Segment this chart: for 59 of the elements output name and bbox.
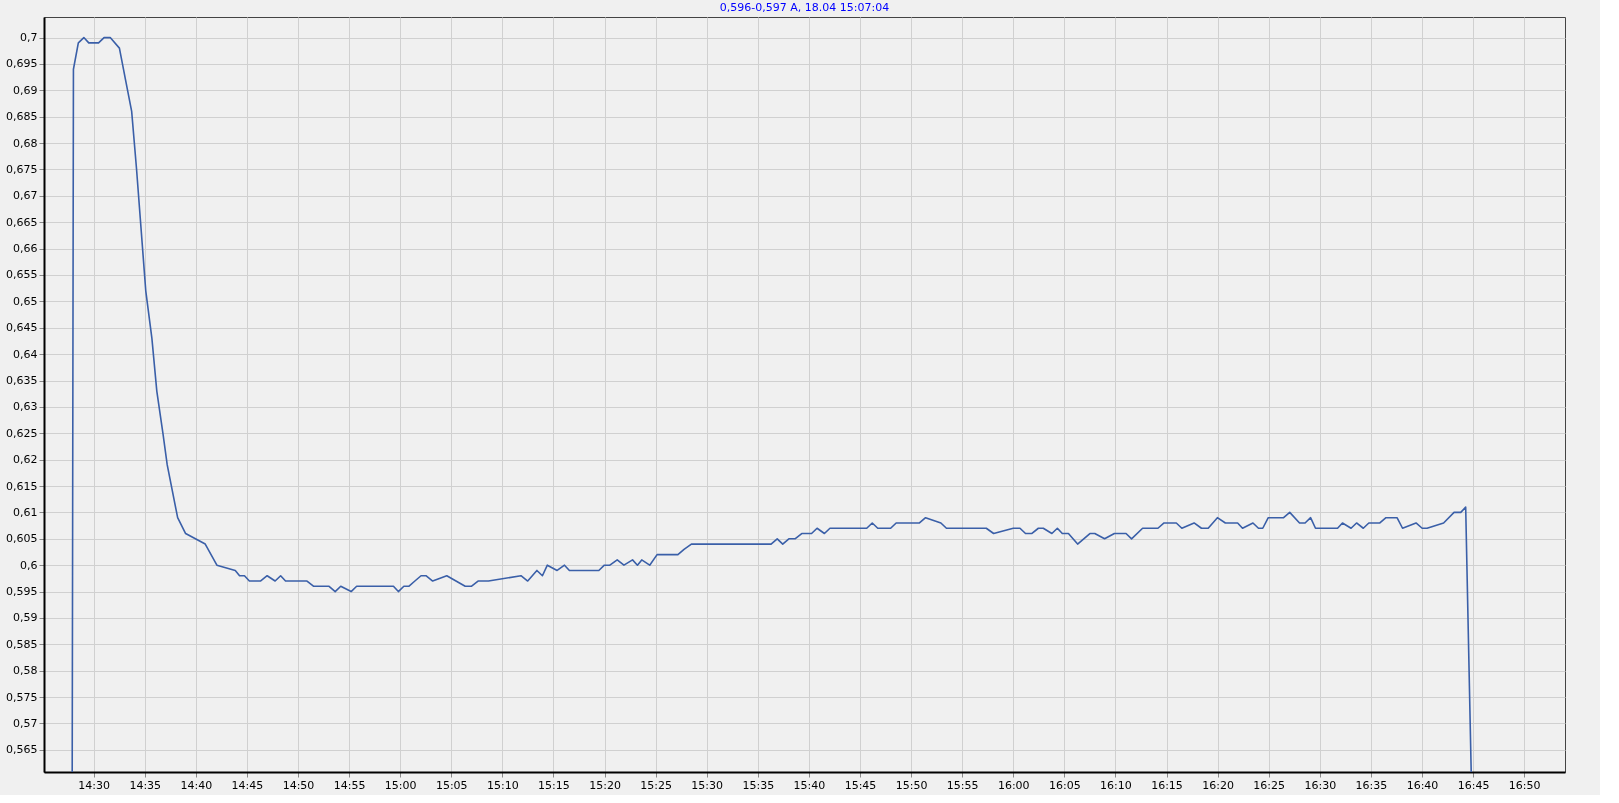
chart-title: 0,596-0,597 A, 18.04 15:07:04 [719, 1, 890, 14]
x-tick-label: 15:40 [793, 778, 826, 792]
x-tick-label: 15:10 [487, 778, 519, 792]
x-tick-label: 14:40 [180, 778, 213, 792]
x-tick-label: 15:55 [946, 778, 979, 792]
x-tick-label: 15:45 [844, 778, 877, 792]
x-tick-label: 16:00 [997, 778, 1030, 792]
y-tick-label: 0,65 [13, 294, 38, 308]
y-tick-label: 0,605 [6, 532, 38, 546]
y-tick-label: 0,655 [6, 268, 38, 282]
x-tick-label: 16:05 [1048, 778, 1081, 792]
y-tick-label: 0,585 [6, 637, 38, 651]
y-tick-label: 0,62 [13, 453, 38, 467]
y-tick-label: 0,7 [20, 31, 38, 45]
x-tick-label: 16:35 [1355, 778, 1388, 792]
x-tick-label: 15:50 [895, 778, 928, 792]
y-tick-label: 0,68 [13, 136, 38, 150]
y-tick-label: 0,695 [6, 57, 38, 71]
x-tick-label: 16:45 [1457, 778, 1490, 792]
x-tick-label: 14:50 [282, 778, 315, 792]
x-tick-label: 15:20 [589, 778, 621, 792]
y-tick-label: 0,625 [6, 426, 38, 440]
x-tick-label: 16:50 [1508, 778, 1541, 792]
x-tick-label: 15:25 [640, 778, 672, 792]
y-tick-label: 0,59 [13, 611, 38, 625]
x-tick-label: 15:05 [435, 778, 468, 792]
y-tick-label: 0,64 [13, 347, 38, 361]
x-tick-label: 14:45 [231, 778, 264, 792]
y-tick-label: 0,565 [6, 743, 38, 757]
y-tick-label: 0,595 [6, 585, 38, 599]
y-tick-label: 0,69 [13, 83, 38, 97]
x-tick-label: 16:15 [1151, 778, 1183, 792]
y-tick-label: 0,635 [6, 374, 38, 388]
x-tick-label: 15:35 [742, 778, 775, 792]
y-tick-label: 0,665 [6, 215, 38, 229]
y-tick-label: 0,57 [13, 716, 38, 730]
x-tick-label: 16:25 [1253, 778, 1286, 792]
y-tick-label: 0,645 [6, 321, 38, 335]
y-tick-label: 0,61 [13, 505, 38, 519]
y-tick-label: 0,66 [13, 242, 38, 256]
y-tick-label: 0,575 [6, 690, 38, 704]
x-tick-label: 14:55 [333, 778, 366, 792]
x-tick-label: 16:20 [1202, 778, 1234, 792]
y-tick-label: 0,67 [13, 189, 38, 203]
line-series [71, 36, 1472, 772]
y-tick-label: 0,615 [6, 479, 38, 493]
x-tick-label: 14:30 [78, 778, 111, 792]
x-tick-label: 16:10 [1100, 778, 1132, 792]
y-tick-label: 0,58 [13, 664, 38, 678]
x-tick-label: 15:15 [538, 778, 570, 792]
y-tick-label: 0,685 [6, 110, 38, 124]
y-tick-label: 0,675 [6, 162, 38, 176]
x-tick-label: 15:00 [384, 778, 417, 792]
y-tick-label: 0,63 [13, 400, 38, 414]
x-tick-label: 16:40 [1406, 778, 1439, 792]
x-tick-label: 16:30 [1304, 778, 1337, 792]
x-tick-label: 15:30 [691, 778, 724, 792]
x-tick-label: 14:35 [129, 778, 162, 792]
y-tick-label: 0,6 [20, 558, 38, 572]
